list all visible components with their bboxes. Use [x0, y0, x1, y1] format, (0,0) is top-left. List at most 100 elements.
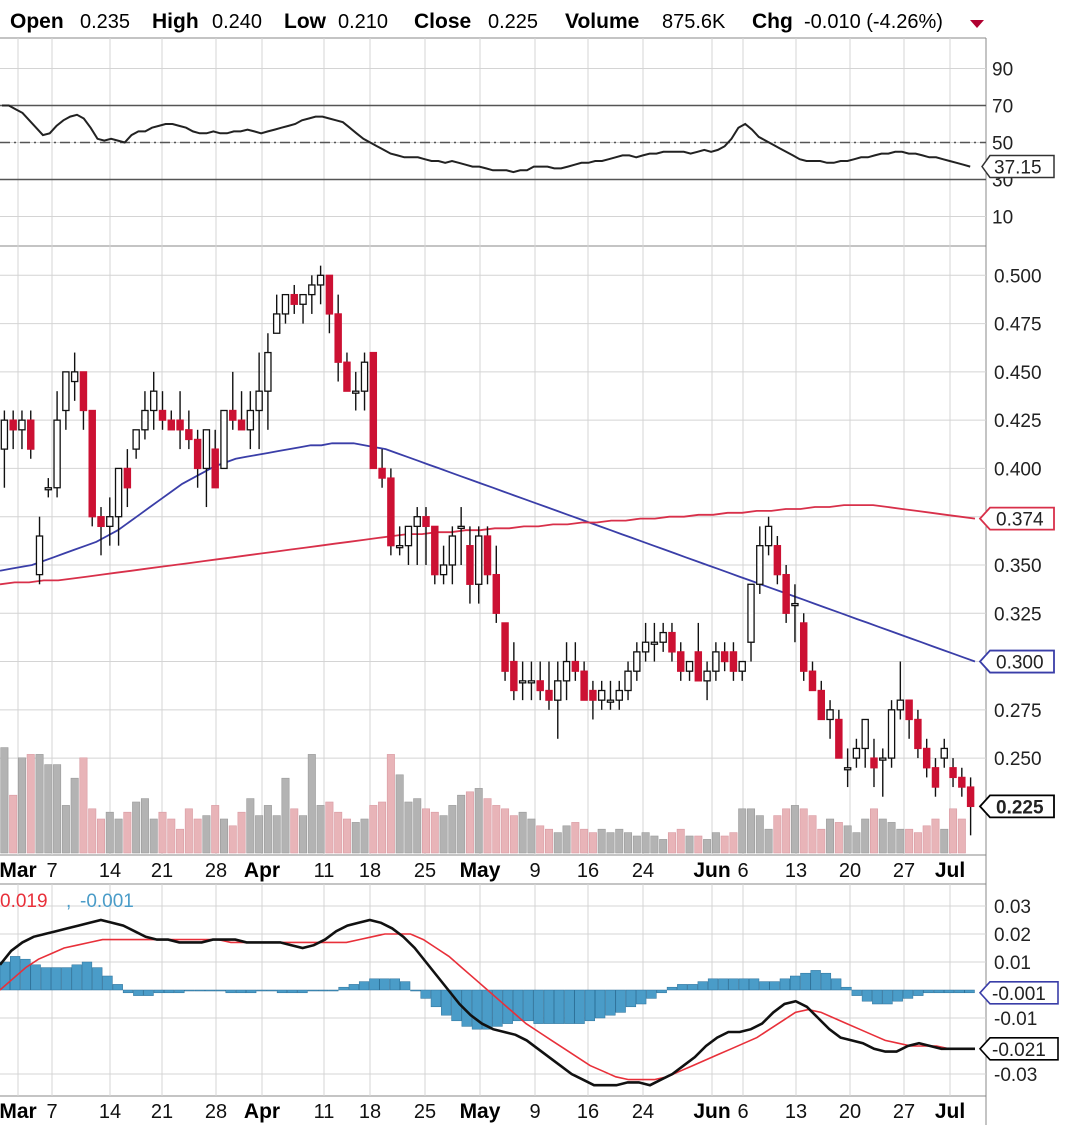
macd-histogram-bar: [913, 989, 924, 996]
x-tick-label: 18: [359, 860, 381, 882]
x-tick-label: Jun: [693, 1100, 730, 1123]
macd-histogram-bar: [636, 989, 647, 1005]
x-tick-label: 21: [151, 1101, 173, 1123]
macd-histogram-bar: [153, 989, 164, 994]
volume-bar: [474, 788, 483, 854]
volume-bar: [448, 805, 457, 854]
volume-bar: [422, 808, 431, 854]
macd-histogram-bar: [533, 989, 544, 1024]
volume-bar: [255, 815, 264, 854]
candle-body: [843, 767, 852, 771]
candle-body: [229, 409, 237, 421]
volume-bar: [246, 798, 255, 854]
candle-body: [492, 573, 501, 614]
volume-bar: [632, 835, 641, 854]
macd-histogram-bar: [790, 975, 801, 991]
rsi-tick-label: 90: [992, 60, 1013, 81]
macd-histogram-bar: [40, 967, 52, 991]
macd-histogram-bar: [338, 986, 349, 991]
candle-body: [852, 747, 861, 759]
macd-histogram-bar: [584, 989, 595, 1022]
volume-bar: [342, 818, 351, 854]
volume-bar: [430, 811, 439, 854]
volume-bar: [738, 808, 747, 854]
volume-bar: [61, 805, 70, 854]
macd-current-value-box: [978, 1037, 1059, 1061]
macd-histogram-bar: [205, 989, 216, 992]
candle-body: [633, 651, 641, 672]
macd-current-value: -0.021: [992, 1040, 1046, 1061]
macd-histogram-bar: [574, 989, 585, 1024]
candle-body: [352, 390, 360, 394]
candle-body: [97, 516, 105, 528]
macd-histogram-bar: [256, 989, 267, 992]
candle-body: [905, 699, 913, 721]
macd-histogram-bar: [512, 989, 524, 1022]
x-tick-label: 20: [839, 1101, 861, 1123]
volume-bar: [386, 754, 395, 854]
candle-body: [501, 622, 509, 672]
macd-histogram-bar: [102, 975, 113, 991]
candle-body: [290, 293, 298, 305]
volume-bar: [764, 828, 773, 854]
macd-histogram-bar: [441, 989, 452, 1016]
candle-body: [334, 313, 342, 363]
candle-body: [369, 351, 378, 470]
candle-body: [554, 680, 562, 701]
sma50-line: [0, 442, 976, 663]
candle-body: [106, 516, 114, 528]
rsi-tick-label: 50: [992, 134, 1013, 155]
candle-body: [44, 487, 53, 491]
volume-bar: [211, 805, 220, 854]
macd-histogram-bar: [800, 972, 811, 991]
volume-bar: [378, 801, 387, 854]
macd-histogram-bar: [133, 989, 144, 996]
candle-body: [773, 545, 782, 576]
rsi-tick-label: 70: [992, 97, 1013, 118]
volume-bar: [773, 815, 782, 854]
candle-body: [158, 409, 167, 421]
macd-histogram-bar: [461, 989, 472, 1027]
macd-histogram-bar: [71, 964, 82, 991]
candle-body: [887, 709, 896, 759]
volume-bar: [597, 828, 606, 854]
volume-bar: [949, 808, 958, 854]
candle-body: [387, 477, 395, 547]
macd-panel: [0, 918, 975, 1087]
volume-bar: [782, 808, 791, 854]
x-tick-label: 18: [359, 1101, 381, 1123]
volume-bar: [931, 818, 940, 854]
macd-histogram-bar: [287, 989, 298, 994]
macd-histogram-bar: [122, 989, 134, 994]
macd-histogram-bar: [759, 981, 770, 991]
macd-histogram-bar: [400, 981, 411, 991]
candle-body: [343, 361, 351, 392]
volume-bar: [97, 818, 106, 854]
volume-bar: [536, 825, 545, 854]
volume-bar: [140, 798, 149, 854]
open-value: 0.235: [80, 11, 130, 33]
macd-histogram-bar: [954, 989, 965, 994]
macd-histogram-bar: [194, 989, 205, 992]
volume-label: Volume: [565, 10, 639, 33]
volume-bar: [869, 808, 878, 854]
macd-histogram-bar: [707, 978, 719, 991]
macd-histogram-bar: [266, 989, 277, 992]
price-tick-label: 0.425: [994, 411, 1042, 432]
volume-bar: [703, 839, 712, 854]
volume-bar: [544, 828, 553, 854]
volume-bar: [755, 815, 764, 854]
macd-histogram-bar: [246, 989, 257, 994]
volume-bar: [299, 815, 308, 854]
sma200-value: 0.374: [996, 510, 1044, 531]
candle-body: [545, 689, 553, 701]
macd-histogram-bar: [0, 961, 10, 991]
candle-body: [141, 409, 149, 431]
candle-body: [756, 545, 764, 585]
macd-histogram-bar: [656, 989, 667, 994]
volume-bar: [834, 822, 843, 854]
macd-histogram-bar: [666, 986, 678, 991]
candle-body: [712, 651, 720, 672]
macd-histogram-bar: [933, 989, 944, 994]
